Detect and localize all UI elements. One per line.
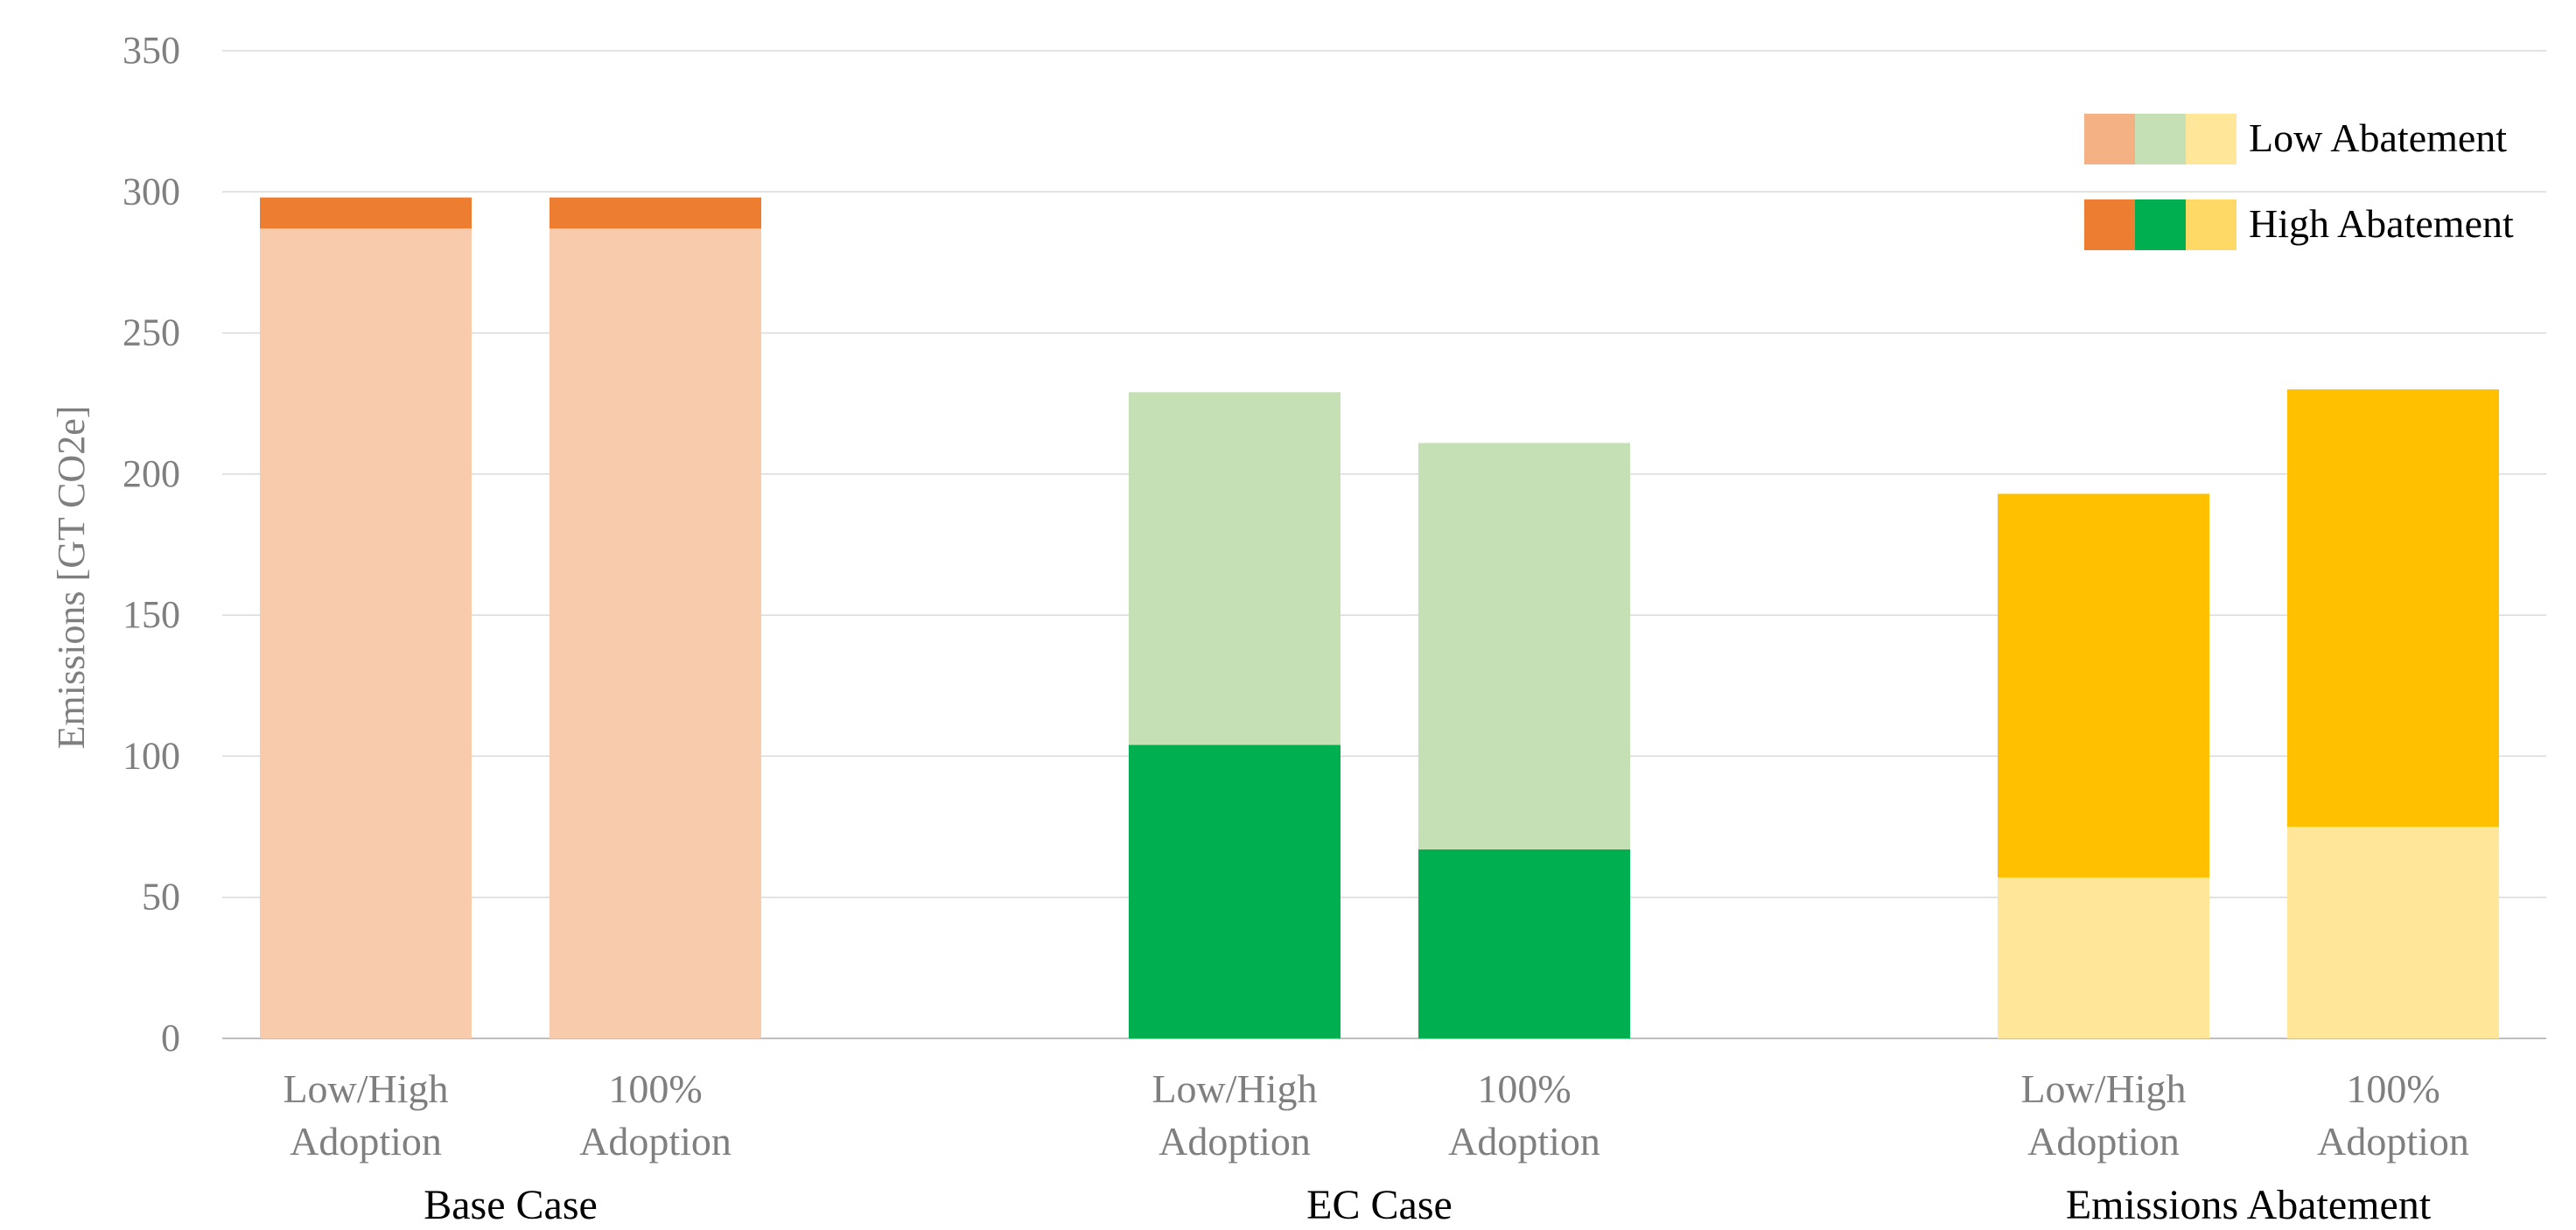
category-label: Adoption <box>2317 1119 2469 1164</box>
y-tick-label: 150 <box>122 593 180 636</box>
category-label: Low/High <box>2020 1066 2186 1111</box>
category-label: Adoption <box>579 1119 732 1164</box>
bar-segment <box>550 228 761 1039</box>
y-tick-label: 200 <box>122 452 180 495</box>
bar-segment <box>1129 392 1340 745</box>
y-tick-label: 0 <box>161 1017 180 1059</box>
bar-segment <box>1998 493 2209 878</box>
legend-swatch <box>2186 199 2236 250</box>
legend: Low Abatement High Abatement <box>2084 114 2514 250</box>
y-tick-label: 350 <box>122 29 180 72</box>
legend-swatch <box>2084 199 2135 250</box>
category-label: 100% <box>1477 1066 1571 1111</box>
y-tick-label: 100 <box>122 734 180 777</box>
legend-label: Low Abatement <box>2249 115 2507 160</box>
y-tick-label: 50 <box>142 876 180 919</box>
bar-segment <box>1418 443 1630 849</box>
bar-segment <box>1418 849 1630 1038</box>
category-label: Low/High <box>283 1066 448 1111</box>
category-label: Low/High <box>1152 1066 1317 1111</box>
bar-segment <box>2287 389 2499 828</box>
group-label: Base Case <box>424 1182 598 1228</box>
group-label: Emissions Abatement <box>2066 1182 2432 1228</box>
category-label: Adoption <box>1448 1119 1600 1164</box>
bar-segment <box>260 228 472 1039</box>
category-label: Adoption <box>290 1119 442 1164</box>
bar-segment <box>550 197 761 229</box>
legend-swatch <box>2135 114 2186 164</box>
bar-segment <box>260 197 472 229</box>
category-label: Adoption <box>2027 1119 2180 1164</box>
category-label: 100% <box>2346 1066 2440 1111</box>
legend-swatch <box>2084 114 2135 164</box>
legend-label: High Abatement <box>2249 201 2514 246</box>
group-labels: Base Case EC Case Emissions Abatement <box>424 1182 2432 1228</box>
category-label: Adoption <box>1158 1119 1311 1164</box>
y-tick-label: 250 <box>122 311 180 354</box>
bar-segment <box>2287 827 2499 1038</box>
bar-segment <box>1129 744 1340 1038</box>
bars <box>260 197 2499 1039</box>
y-tick-label: 300 <box>122 170 180 213</box>
bar-segment <box>1998 877 2209 1038</box>
y-axis-tick-labels: 0 50 100 150 200 250 300 350 <box>122 29 180 1059</box>
legend-swatch <box>2186 114 2236 164</box>
legend-swatch <box>2135 199 2186 250</box>
category-labels: Low/High Adoption 100% Adoption Low/High Adop… <box>283 1066 2468 1164</box>
group-label: EC Case <box>1306 1182 1452 1228</box>
category-label: 100% <box>608 1066 702 1111</box>
y-axis-label: Emissions [GT CO2e] <box>50 406 93 750</box>
